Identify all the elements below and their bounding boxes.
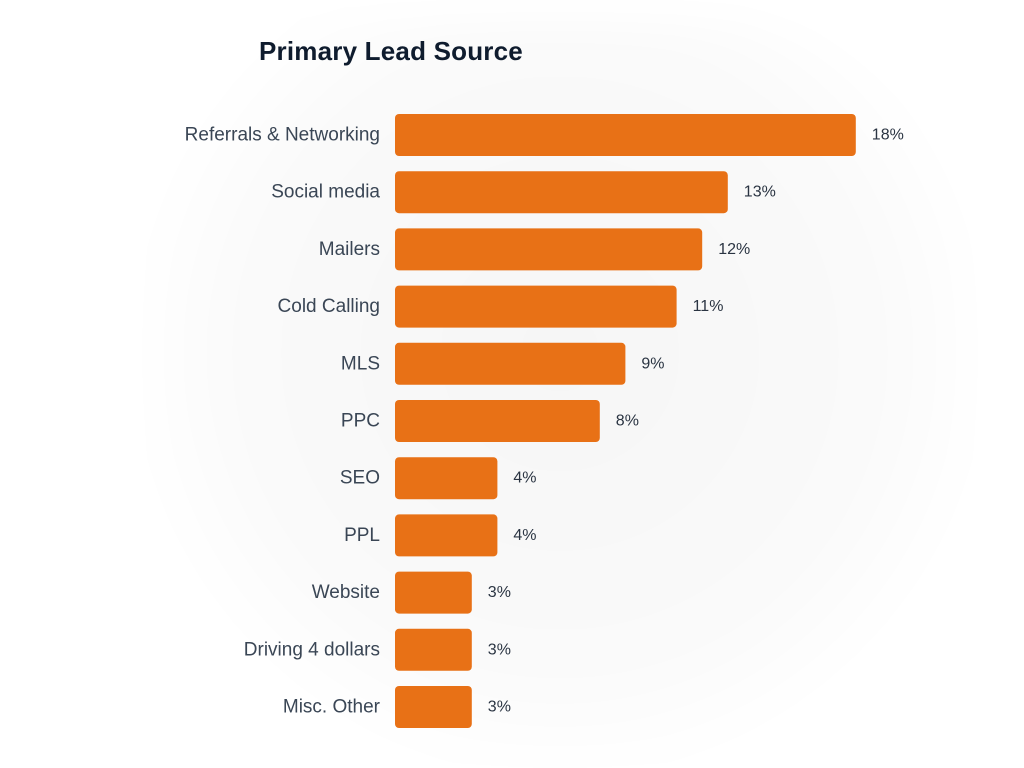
value-label-misc-other: 3% <box>488 699 511 716</box>
value-label-ppl: 4% <box>513 527 536 544</box>
bar-cold-calling <box>395 285 677 328</box>
bar-ppl <box>395 514 498 557</box>
value-label-website: 3% <box>488 584 511 601</box>
category-label-seo: SEO <box>340 468 380 489</box>
bar-mailers <box>395 228 703 271</box>
value-label-seo: 4% <box>513 470 536 487</box>
chart-title: Primary Lead Source <box>259 36 523 66</box>
bar-seo <box>395 457 498 500</box>
category-label-misc-other: Misc. Other <box>283 697 381 718</box>
category-label-driving-4-dollars: Driving 4 dollars <box>244 639 380 660</box>
bar-ppc <box>395 400 600 442</box>
bar-social-media <box>395 171 728 214</box>
category-label-referrals-networking: Referrals & Networking <box>185 125 380 146</box>
bar-website <box>395 571 472 614</box>
bar-referrals-networking <box>395 114 856 156</box>
bar-misc-other <box>395 686 472 728</box>
bar-driving-4-dollars <box>395 628 472 671</box>
category-label-ppc: PPC <box>341 411 380 432</box>
category-label-social-media: Social media <box>271 182 380 203</box>
bar-mls <box>395 342 626 385</box>
value-label-social-media: 13% <box>744 184 776 201</box>
category-label-mls: MLS <box>341 353 380 374</box>
value-label-cold-calling: 11% <box>693 298 724 315</box>
value-label-driving-4-dollars: 3% <box>488 641 511 658</box>
value-label-mailers: 12% <box>718 241 750 258</box>
category-label-ppl: PPL <box>344 525 380 546</box>
value-label-referrals-networking: 18% <box>872 127 904 144</box>
value-label-ppc: 8% <box>616 413 639 430</box>
value-label-mls: 9% <box>641 355 664 372</box>
category-label-website: Website <box>312 582 380 603</box>
category-label-mailers: Mailers <box>319 239 380 260</box>
category-label-cold-calling: Cold Calling <box>278 296 380 317</box>
